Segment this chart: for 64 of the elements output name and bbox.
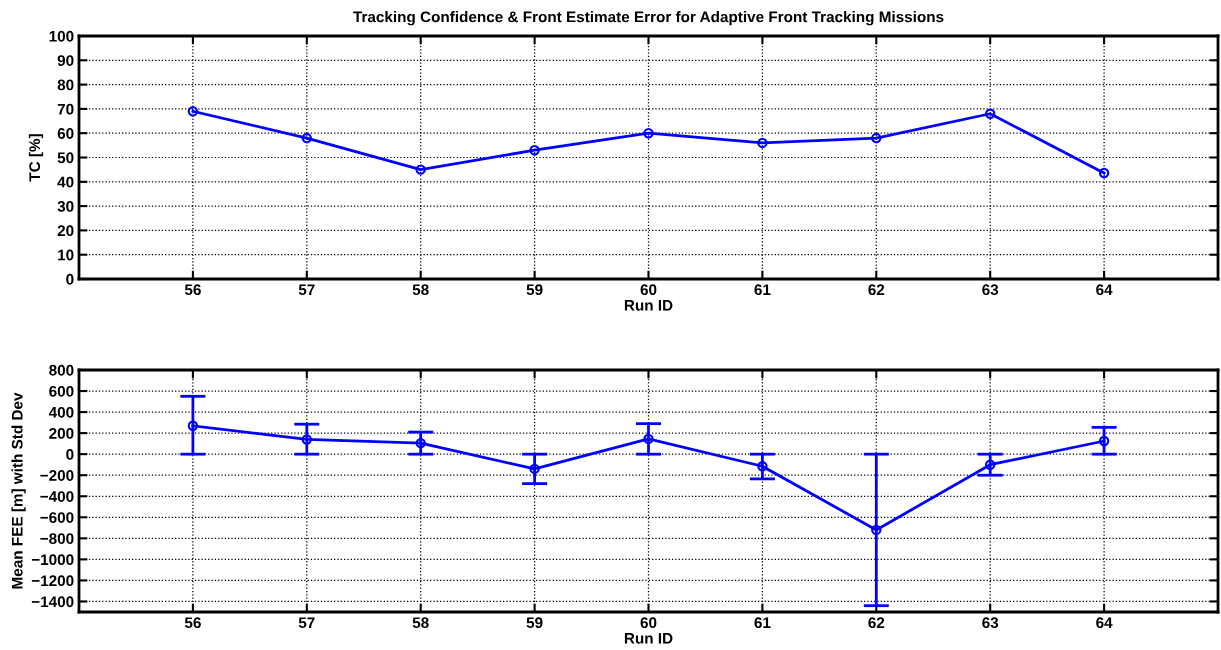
point: [529, 463, 540, 475]
y-tick-label: 40: [57, 176, 74, 188]
point: [187, 106, 199, 117]
y-tick-label: 0: [66, 449, 74, 460]
x-tick-label: 60: [640, 284, 657, 296]
point: [984, 108, 996, 119]
point: [415, 164, 426, 175]
x-tick-label: 61: [754, 617, 771, 629]
x-tick-label: 62: [868, 617, 885, 629]
y-tick-label: 800: [49, 364, 74, 376]
y-tick-label: 80: [57, 79, 74, 91]
y-tick-label: −800: [40, 533, 74, 545]
point: [415, 437, 426, 449]
point: [871, 132, 882, 144]
x-tick-label: 56: [184, 617, 201, 629]
y-tick-label: 0: [66, 273, 74, 285]
y-tick-label: 20: [57, 225, 74, 237]
point: [757, 137, 768, 149]
x-axis-title: Run ID: [624, 633, 673, 644]
x-tick-label: 60: [640, 617, 657, 629]
y-tick-label: −600: [40, 512, 74, 523]
y-tick-label: −1200: [31, 575, 74, 587]
x-tick-label: 63: [982, 617, 999, 629]
point: [301, 434, 313, 445]
point: [871, 524, 882, 536]
point: [301, 132, 313, 144]
point: [529, 145, 540, 156]
x-tick-label: 58: [412, 617, 429, 629]
point: [187, 420, 199, 431]
y-tick-label: 90: [57, 55, 74, 66]
x-tick-label: 58: [412, 284, 429, 296]
x-tick-label: 59: [526, 617, 543, 629]
x-tick-label: 56: [184, 284, 201, 296]
point: [1098, 167, 1110, 179]
y-tick-label: 50: [57, 152, 74, 164]
y-tick-label: −1000: [31, 554, 74, 566]
x-tick-label: 64: [1096, 284, 1113, 296]
y-tick-label: 400: [48, 406, 74, 418]
x-tick-label: 62: [868, 284, 885, 296]
x-tick-label: 57: [298, 617, 315, 629]
point: [643, 127, 654, 139]
y-axis-title: Mean FEE [m] with Std Dev: [11, 392, 26, 589]
chart-title: Tracking Confidence & Front Estimate Error for Adaptive Front Tracking Missions: [353, 11, 944, 26]
y-tick-label: 30: [57, 200, 74, 212]
x-axis-title: Run ID: [624, 300, 673, 311]
x-tick-label: 59: [526, 284, 543, 296]
y-tick-label: 200: [49, 428, 74, 439]
point: [757, 461, 768, 472]
point: [643, 433, 654, 445]
y-tick-label: 100: [49, 30, 74, 42]
x-tick-label: 64: [1096, 617, 1113, 629]
y-axis-title: TC [%]: [28, 134, 44, 182]
point: [984, 459, 996, 470]
x-tick-label: 57: [298, 284, 315, 296]
y-tick-label: 70: [57, 103, 74, 115]
y-tick-label: 60: [57, 128, 74, 139]
x-tick-label: 61: [754, 284, 771, 296]
y-tick-label: 600: [49, 385, 74, 397]
y-tick-label: −400: [40, 491, 74, 502]
y-tick-label: −1400: [31, 596, 74, 608]
x-tick-label: 63: [982, 284, 999, 296]
y-tick-label: −200: [40, 470, 74, 481]
y-tick-label: 10: [58, 249, 74, 261]
point: [1098, 435, 1110, 447]
